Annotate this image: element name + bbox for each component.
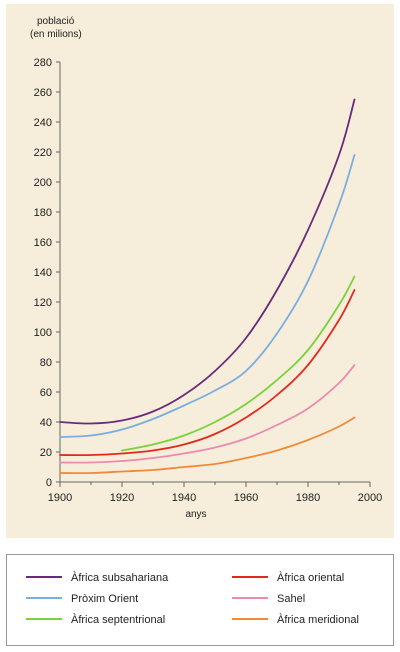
series-line-4 xyxy=(59,364,356,464)
y-tick-label: 240 xyxy=(34,117,52,129)
legend-item: Àfrica subsahariana xyxy=(26,571,169,584)
x-axis-title: anys xyxy=(185,509,206,520)
y-tick-label: 280 xyxy=(34,57,52,69)
legend-label: Àfrica subsahariana xyxy=(71,571,169,584)
legend-label: Àfrica oriental xyxy=(277,571,344,584)
legend-item: Àfrica oriental xyxy=(232,571,344,584)
y-tick-label: 220 xyxy=(34,147,52,159)
y-tick-label: 200 xyxy=(34,177,52,189)
y-axis-title-line-2: (en milions) xyxy=(30,29,82,40)
series-layer xyxy=(59,98,356,475)
y-tick-label: 260 xyxy=(34,87,52,99)
series-line-5 xyxy=(59,416,356,475)
y-tick-label: 0 xyxy=(46,477,52,489)
axes-layer: 0 20 40 60 80 100 120 140 160 180 200 220 240 260 280 1… xyxy=(34,57,383,504)
legend-label: Sahel xyxy=(277,593,305,605)
y-tick-label: 140 xyxy=(34,267,52,279)
y-tick-label: 60 xyxy=(40,387,52,399)
y-tick-label: 120 xyxy=(34,297,52,309)
legend-label: Pròxim Orient xyxy=(71,593,138,605)
legend-item: Sahel xyxy=(232,593,305,605)
x-tick-label: 1940 xyxy=(172,492,196,504)
x-tick-label: 1980 xyxy=(296,492,320,504)
series-line-3 xyxy=(121,275,356,452)
x-tick-label: 1960 xyxy=(234,492,258,504)
legend-item: Àfrica meridional xyxy=(232,613,359,626)
y-tick-label: 100 xyxy=(34,327,52,339)
y-tick-label: 180 xyxy=(34,207,52,219)
x-tick-label: 2000 xyxy=(358,492,382,504)
x-tick-label: 1900 xyxy=(48,492,72,504)
legend: Àfrica subsahariana Pròxim Orient Àfrica s… xyxy=(26,571,359,626)
series-line-2 xyxy=(59,289,356,457)
legend-item: Pròxim Orient xyxy=(26,593,138,605)
legend-label: Àfrica meridional xyxy=(277,613,359,626)
x-tick-label: 1920 xyxy=(110,492,134,504)
y-tick-label: 20 xyxy=(40,447,52,459)
plot-panel xyxy=(6,4,394,538)
y-tick-label: 80 xyxy=(40,357,52,369)
series-line-0 xyxy=(59,98,356,425)
legend-label: Àfrica septentrional xyxy=(71,613,165,626)
legend-item: Àfrica septentrional xyxy=(26,613,165,626)
y-tick-label: 160 xyxy=(34,237,52,249)
y-tick-label: 40 xyxy=(40,417,52,429)
series-line-1 xyxy=(59,154,356,438)
legend-panel xyxy=(6,554,394,646)
y-axis-title-line-1: població xyxy=(37,16,75,27)
